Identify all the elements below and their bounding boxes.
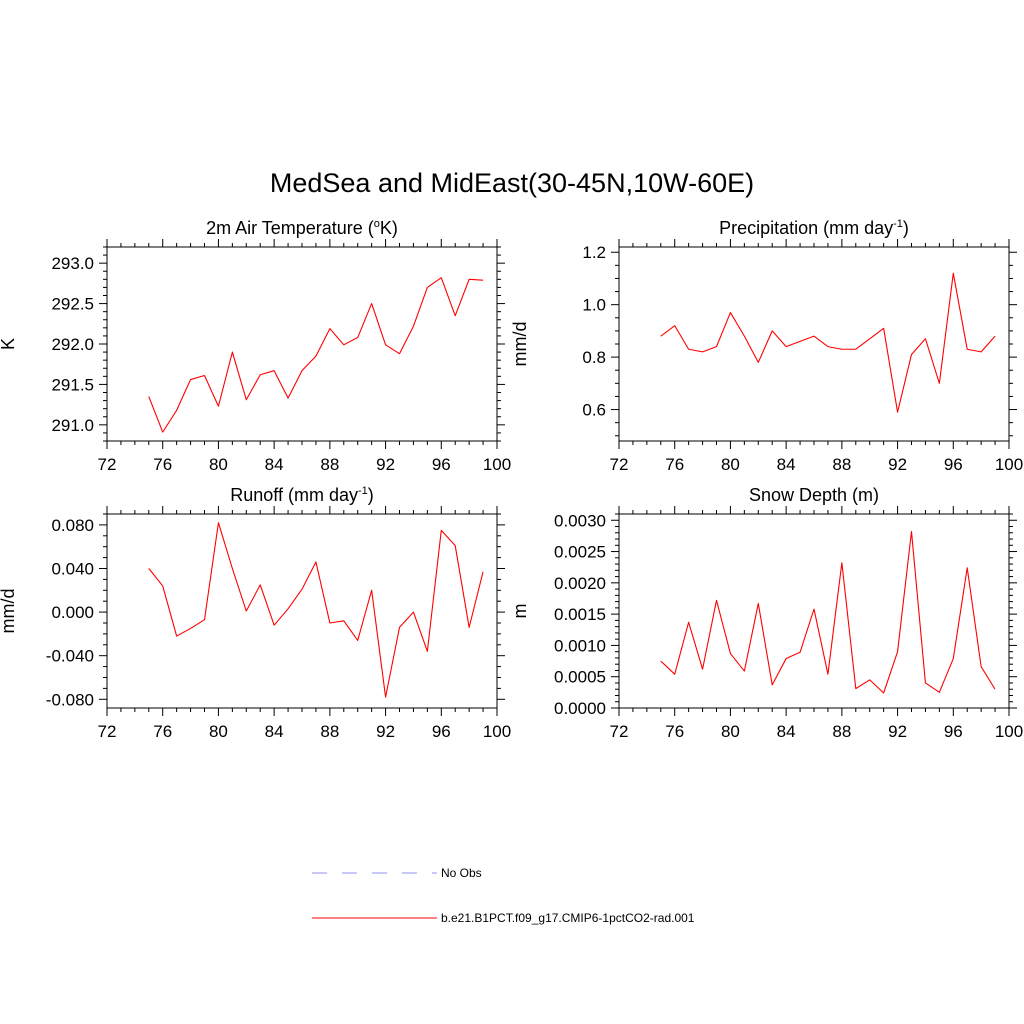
panel-title-sup-air-temp: o	[374, 218, 380, 230]
series-line-precip-0	[660, 272, 996, 413]
y-tick-label-runoff-3: 0.040	[51, 559, 94, 578]
series-line-air-temp-0	[148, 277, 484, 433]
y-axis-label-snow-depth: m	[510, 604, 530, 619]
x-tick-label-air-temp-72: 72	[98, 455, 117, 474]
panel-air-temp: 72 76 80 84 88 92 96 100 291.0 291.5 292.0 292.5 293…	[0, 218, 511, 474]
y-tick-label-precip-2: 1.0	[582, 296, 606, 315]
x-tick-label-snow-depth-76: 76	[665, 722, 684, 741]
x-tick-label-runoff-96: 96	[432, 722, 451, 741]
x-tick-label-runoff-72: 72	[98, 722, 117, 741]
panel-title-text-precip: Precipitation (mm day	[719, 218, 893, 238]
y-tick-label-air-temp-4: 293.0	[51, 254, 94, 273]
panel-title-text-air-temp: 2m Air Temperature (	[206, 218, 374, 238]
x-tick-label-runoff-88: 88	[320, 722, 339, 741]
legend-label-model: b.e21.B1PCT.f09_g17.CMIP6-1pctCO2-rad.00…	[441, 911, 695, 925]
x-tick-label-precip-88: 88	[832, 455, 851, 474]
panel-title-tail-precip: )	[903, 218, 909, 238]
y-tick-label-snow-depth-3: 0.0015	[554, 605, 606, 624]
y-tick-label-snow-depth-5: 0.0025	[554, 543, 606, 562]
x-tick-label-precip-84: 84	[777, 455, 796, 474]
panel-title-precip: Precipitation (mm day-1)	[719, 218, 909, 238]
panel-snow-depth: 72 76 80 84 88 92 96 100 0.0000 0.0005 0.0010 0.001…	[510, 485, 1023, 741]
x-tick-label-precip-92: 92	[888, 455, 907, 474]
panel-title-snow-depth: Snow Depth (m)	[749, 485, 879, 505]
plot-frame-precip	[618, 246, 1010, 442]
x-tick-label-snow-depth-96: 96	[944, 722, 963, 741]
y-axis-label-runoff: mm/d	[0, 589, 18, 634]
y-tick-label-runoff-1: -0.040	[46, 647, 94, 666]
series-line-snow-depth-0	[660, 530, 996, 694]
y-tick-label-precip-1: 0.8	[582, 348, 606, 367]
figure-title: MedSea and MidEast(30-45N,10W-60E)	[270, 168, 754, 198]
y-tick-label-runoff-0: -0.080	[46, 690, 94, 709]
y-tick-label-runoff-4: 0.080	[51, 516, 94, 535]
y-tick-label-air-temp-2: 292.0	[51, 335, 94, 354]
y-tick-label-precip-0: 0.6	[582, 401, 606, 420]
x-tick-label-runoff-100: 100	[483, 722, 511, 741]
x-tick-label-runoff-80: 80	[209, 722, 228, 741]
y-tick-label-air-temp-0: 291.0	[51, 416, 94, 435]
y-tick-label-snow-depth-6: 0.0030	[554, 511, 606, 530]
x-tick-label-snow-depth-100: 100	[995, 722, 1023, 741]
x-tick-label-precip-96: 96	[944, 455, 963, 474]
x-tick-label-air-temp-92: 92	[376, 455, 395, 474]
x-tick-label-runoff-84: 84	[265, 722, 284, 741]
panel-title-text-snow-depth: Snow Depth (m)	[749, 485, 879, 505]
x-tick-label-snow-depth-88: 88	[832, 722, 851, 741]
x-tick-label-snow-depth-84: 84	[777, 722, 796, 741]
panel-title-tail-air-temp: K)	[380, 218, 398, 238]
y-tick-label-snow-depth-4: 0.0020	[554, 574, 606, 593]
y-axis-label-air-temp: K	[0, 338, 18, 350]
x-tick-label-air-temp-80: 80	[209, 455, 228, 474]
y-tick-label-snow-depth-1: 0.0005	[554, 668, 606, 687]
panel-title-text-runoff: Runoff (mm day	[230, 485, 358, 505]
plot-frame-runoff	[106, 513, 498, 709]
panel-runoff: 72 76 80 84 88 92 96 100 -0.080 -0.040 0.000 0.040 0…	[0, 485, 511, 741]
panel-title-tail-runoff: )	[368, 485, 374, 505]
x-tick-label-snow-depth-92: 92	[888, 722, 907, 741]
panel-precip: 72 76 80 84 88 92 96 100 0.6 0.8 1.0 1.2 Precipitati…	[510, 218, 1023, 474]
x-tick-label-precip-72: 72	[610, 455, 629, 474]
x-tick-label-snow-depth-72: 72	[610, 722, 629, 741]
series-line-runoff-0	[148, 522, 484, 698]
y-tick-label-air-temp-3: 292.5	[51, 295, 94, 314]
x-tick-label-runoff-76: 76	[153, 722, 172, 741]
y-tick-label-snow-depth-0: 0.0000	[554, 699, 606, 718]
y-axis-label-precip: mm/d	[510, 322, 530, 367]
panel-title-runoff: Runoff (mm day-1)	[230, 485, 374, 505]
panels: 72 76 80 84 88 92 96 100 291.0 291.5 292.0 292.5 293…	[0, 218, 1023, 741]
x-tick-label-air-temp-76: 76	[153, 455, 172, 474]
x-tick-label-runoff-92: 92	[376, 722, 395, 741]
legend: No Obs b.e21.B1PCT.f09_g17.CMIP6-1pctCO2…	[312, 866, 695, 925]
x-tick-label-air-temp-84: 84	[265, 455, 284, 474]
y-tick-label-precip-3: 1.2	[582, 243, 606, 262]
y-tick-label-air-temp-1: 291.5	[51, 375, 94, 394]
x-tick-label-air-temp-88: 88	[320, 455, 339, 474]
y-tick-label-runoff-2: 0.000	[51, 603, 94, 622]
legend-label-no-obs: No Obs	[441, 866, 482, 880]
x-tick-label-air-temp-96: 96	[432, 455, 451, 474]
x-tick-label-air-temp-100: 100	[483, 455, 511, 474]
x-tick-label-precip-80: 80	[721, 455, 740, 474]
x-tick-label-precip-76: 76	[665, 455, 684, 474]
x-tick-label-precip-100: 100	[995, 455, 1023, 474]
x-tick-label-snow-depth-80: 80	[721, 722, 740, 741]
panel-title-sup-runoff: -1	[358, 485, 368, 497]
panel-title-air-temp: 2m Air Temperature (oK)	[206, 218, 398, 238]
plot-frame-air-temp	[106, 246, 498, 442]
panel-title-sup-precip: -1	[893, 218, 903, 230]
y-tick-label-snow-depth-2: 0.0010	[554, 636, 606, 655]
